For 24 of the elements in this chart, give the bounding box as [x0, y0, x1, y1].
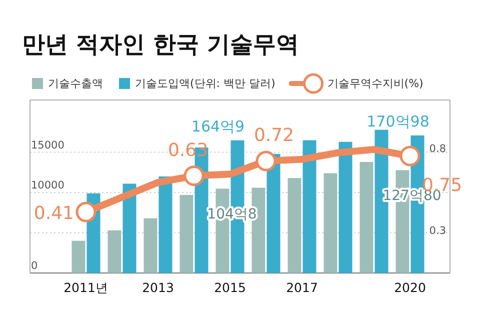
annotation: 164억9 [191, 117, 245, 136]
x-tick-label: 2015 [214, 280, 246, 295]
point [76, 202, 96, 222]
point [256, 150, 276, 172]
legend-label: 기술수출액 [48, 77, 103, 90]
data-label: 0.63 [168, 140, 208, 161]
point [184, 166, 204, 186]
x-tick-label: 2020 [394, 280, 426, 295]
y-tick-label: 10000 [31, 180, 64, 192]
chart-title: 만년 적자인 한국 기술무역 [22, 32, 300, 58]
annotation: 104억8 [207, 206, 257, 223]
data-label: 0.41 [34, 203, 74, 224]
y-tick-label: 15000 [31, 139, 64, 152]
y-tick-label: 0 [31, 260, 38, 272]
point [400, 146, 420, 166]
y2-tick-label: 0.8 [429, 142, 446, 155]
x-tick-label: 2017 [286, 280, 318, 295]
data-label: 0.72 [254, 124, 294, 146]
x-tick-label: 2013 [142, 280, 174, 295]
legend-label: 기술도입액(단위: 백만 달러) [135, 77, 276, 90]
annotation: 170억98 [366, 112, 430, 130]
legend-label: 기술무역수지비(%) [327, 77, 424, 90]
y2-tick-label: 0.3 [429, 225, 446, 238]
x-tick-label: 2011년 [64, 280, 108, 295]
